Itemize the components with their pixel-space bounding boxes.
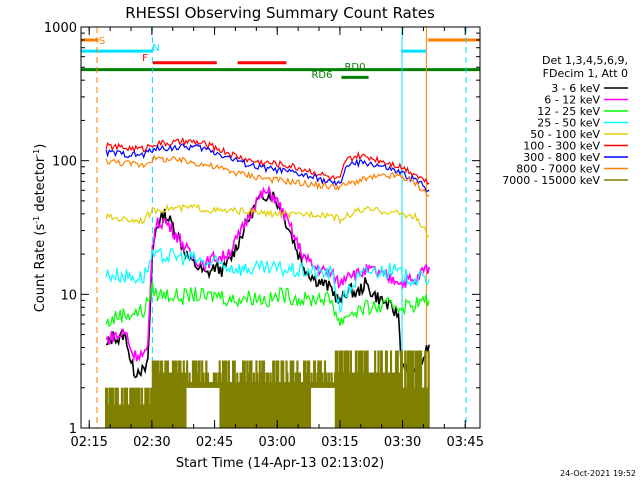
flag-f-label: F <box>142 53 148 64</box>
chart-title: RHESSI Observing Summary Count Rates <box>125 4 435 22</box>
y-axis-label-sup: -1 <box>32 216 41 224</box>
legend-label-5: 100 - 300 keV <box>523 140 600 153</box>
y-tick-label-0: 1 <box>69 422 77 437</box>
series-line-7 <box>105 154 430 197</box>
plot-frame <box>80 26 481 429</box>
series-line-0 <box>105 190 430 379</box>
legend-label-7: 800 - 7000 keV <box>516 163 600 176</box>
legend: Det 1,3,4,5,6,9,FDecim 1, Att 0 3 - 6 keV… <box>502 54 628 187</box>
legend-label-8: 7000 - 15000 keV <box>502 174 600 187</box>
y-tick-label-3: 1000 <box>44 21 77 36</box>
legend-header-1: FDecim 1, Att 0 <box>543 67 628 80</box>
series-line-3 <box>105 247 430 314</box>
timestamp: 24-Oct-2021 19:52 <box>560 469 636 478</box>
flag-n-label: N <box>152 43 159 54</box>
y-tick-label-2: 100 <box>52 155 77 170</box>
legend-label-4: 50 - 100 keV <box>530 128 600 141</box>
flags-layer: S NF RD0 RD6 <box>81 36 480 81</box>
y-axis-label-end: ) <box>33 144 48 149</box>
flag-rd6-label: RD6 <box>311 70 332 81</box>
x-tick-label-2: 02:45 <box>196 435 233 450</box>
series-layer <box>104 137 430 428</box>
y-axis-label-mid: detector <box>33 156 48 216</box>
flag-rd0-label: RD0 <box>344 62 365 73</box>
flag-s-label: S <box>99 36 105 47</box>
legend-label-2: 12 - 25 keV <box>537 105 600 118</box>
y-axis-label-sup2: -1 <box>32 149 41 157</box>
series-line-5 <box>105 137 430 186</box>
legend-label-0: 3 - 6 keV <box>551 82 600 95</box>
x-tick-label-1: 02:30 <box>133 435 170 450</box>
series-line-4 <box>105 203 430 238</box>
x-tick-label-0: 02:15 <box>70 435 107 450</box>
x-tick-label-6: 03:45 <box>447 435 484 450</box>
x-tick-label-4: 03:15 <box>321 435 358 450</box>
series-line-6 <box>105 143 430 192</box>
x-tick-label-5: 03:30 <box>384 435 421 450</box>
x-tick-label-3: 03:00 <box>258 435 295 450</box>
x-axis-label: Start Time (14-Apr-13 02:13:02) <box>176 456 384 471</box>
legend-label-1: 6 - 12 keV <box>544 94 600 107</box>
y-tick-label-1: 10 <box>60 288 77 303</box>
y-axis-label: Count Rate (s-1 detector-1) <box>32 144 48 313</box>
legend-label-6: 300 - 800 keV <box>523 151 600 164</box>
legend-header-0: Det 1,3,4,5,6,9, <box>542 54 628 67</box>
axes-layer: 02:15 02:30 02:45 03:00 03:15 03:30 03:45 1 10 10… <box>44 21 484 450</box>
y-axis-label-main: Count Rate (s <box>33 224 48 313</box>
series-line-2 <box>105 281 430 328</box>
legend-label-3: 25 - 50 keV <box>537 117 600 130</box>
